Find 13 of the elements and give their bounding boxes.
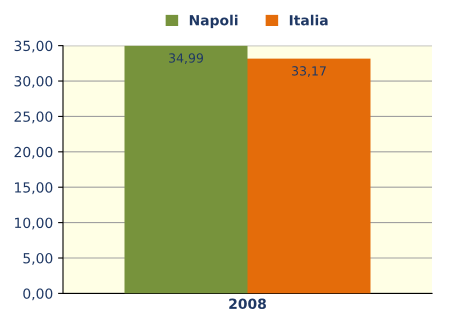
y-tick-label: 30,00: [14, 76, 52, 88]
y-tick-label: 0,00: [23, 288, 52, 300]
y-tick-label: 25,00: [14, 111, 52, 124]
data-label: 34,99: [169, 53, 204, 64]
x-tick-label: 2008: [229, 298, 266, 310]
legend-label: Napoli: [190, 14, 238, 28]
legend-label: Italia: [290, 14, 328, 26]
data-label: 33,17: [292, 66, 326, 77]
y-tick-label: 35,00: [14, 40, 52, 53]
y-tick-label: 10,00: [15, 218, 52, 230]
y-tick-label: 15,00: [15, 182, 52, 194]
y-tick-label: 20,00: [14, 146, 52, 159]
y-tick-label: 5,00: [23, 252, 52, 265]
